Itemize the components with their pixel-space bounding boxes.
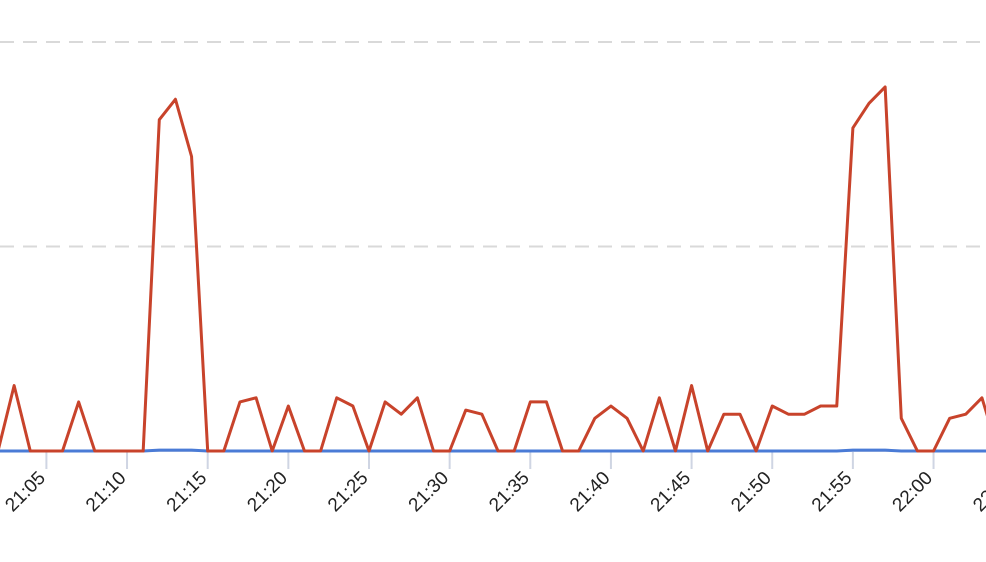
- series-line-1: [0, 85, 986, 453]
- plot-area: [0, 85, 986, 453]
- x-tick-label-2205: 22:05: [969, 468, 986, 516]
- series-line-2: [0, 448, 986, 453]
- x-tick-label-2145: 21:45: [647, 468, 695, 516]
- x-tick-label-2105: 21:05: [1, 468, 49, 516]
- x-tick-label-2125: 21:25: [324, 468, 372, 516]
- x-tick-labels: 21:05 21:10 21:15 21:20 21:25 21:30 21:35 21:40…: [1, 468, 986, 516]
- x-tick-label-2115: 21:15: [163, 468, 211, 516]
- x-tick-label-2110: 21:10: [82, 468, 130, 516]
- x-tick-label-2150: 21:50: [727, 468, 775, 516]
- x-tick-label-2135: 21:35: [485, 468, 533, 516]
- x-axis: [0, 450, 986, 469]
- x-tick-label-2130: 21:30: [405, 468, 453, 516]
- x-tick-label-2120: 21:20: [243, 468, 291, 516]
- gridlines: [0, 41, 986, 248]
- x-tick-label-2200: 22:00: [889, 468, 937, 516]
- x-tick-label-2155: 21:55: [808, 468, 856, 516]
- x-tick-label-2140: 21:40: [566, 468, 614, 516]
